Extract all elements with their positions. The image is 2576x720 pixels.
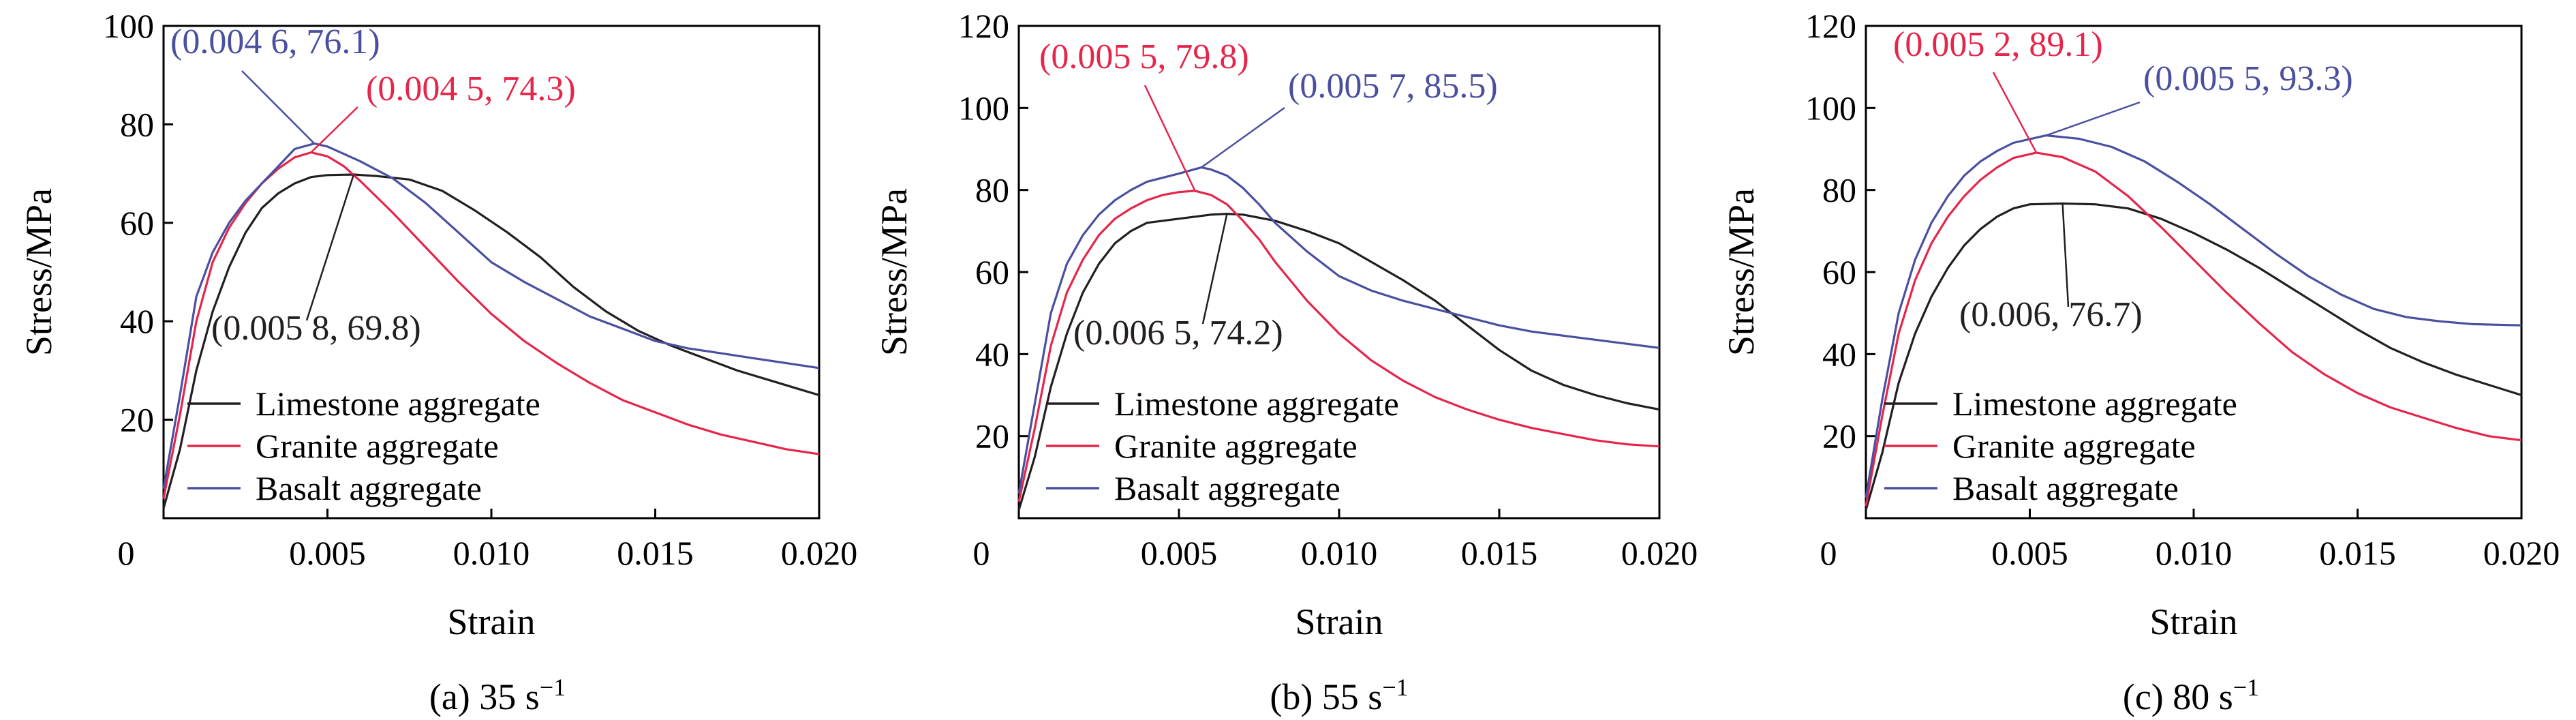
x-tick-label: 0.010 (2156, 534, 2233, 572)
annotation-leader (310, 106, 358, 153)
x-tick-label: 0.010 (453, 534, 530, 572)
x-tick-label: 0.005 (1991, 534, 2068, 572)
y-tick-label: 80 (120, 105, 154, 143)
annotation-leader (1201, 213, 1228, 325)
x-tick-label: 0.015 (2319, 534, 2396, 572)
series-line-limestone (162, 173, 820, 509)
y-tick-label: 20 (1822, 417, 1856, 455)
y-tick-label: 40 (1822, 335, 1856, 373)
annotation-leader (2046, 101, 2141, 136)
caption-superscript: −1 (540, 674, 566, 701)
annotation-leader (2061, 203, 2070, 308)
series-line-granite (162, 151, 820, 499)
x-axis-label: Strain (448, 601, 536, 642)
y-tick-label: 20 (120, 401, 154, 439)
y-axis-label: Stress/MPa (1721, 188, 1762, 356)
legend-label: Limestone aggregate (256, 385, 540, 423)
y-tick-label: 100 (1805, 89, 1856, 127)
annotation-leader (1144, 85, 1196, 192)
legend-label: Basalt aggregate (1952, 469, 2179, 507)
annotation-leader (305, 174, 355, 321)
legend-label: Granite aggregate (256, 427, 499, 465)
legend-label: Basalt aggregate (256, 469, 482, 507)
x-tick-label: 0.015 (1461, 534, 1538, 572)
annotation-leader (1992, 72, 2038, 153)
series-line-limestone (1865, 202, 2522, 511)
annotation-label: (0.005 2, 89.1) (1893, 25, 2103, 64)
annotation-label: (0.004 5, 74.3) (366, 70, 576, 108)
y-tick-label: 60 (120, 204, 154, 242)
x-tick-label: 0.015 (617, 534, 694, 572)
chart-panel-2: 20 40 60 80 100 120 0 0.005 0.010 0.015 0.020 Strai… (874, 7, 1698, 717)
annotation-label: (0.005 8, 69.8) (211, 309, 421, 348)
y-tick-label: 120 (958, 7, 1009, 45)
annotation-leader (241, 70, 316, 145)
annotation-label: (0.005 7, 85.5) (1288, 67, 1498, 106)
annotation-label: (0.006, 76.7) (1959, 295, 2143, 334)
panel-caption: (a) 35 s−1 (429, 674, 566, 717)
y-tick-label: 120 (1805, 7, 1856, 45)
series-line-granite (1865, 151, 2522, 507)
legend-label: Limestone aggregate (1952, 385, 2237, 423)
series-line-granite (1017, 190, 1660, 502)
chart-panel-3: 20 40 60 80 100 120 0 0.005 0.010 0.015 0.020 Strai… (1721, 7, 2560, 717)
chart-panel-1: 20 40 60 80 100 0 0.005 0.010 0.015 0.020 Strain St… (18, 7, 857, 717)
caption-superscript: −1 (1382, 674, 1408, 701)
x-tick-label: 0 (973, 534, 990, 572)
y-tick-label: 60 (975, 253, 1009, 291)
series-line-basalt (162, 142, 820, 489)
y-tick-label: 20 (975, 417, 1009, 455)
series-line-basalt (1017, 166, 1660, 494)
annotation-leader (1201, 106, 1285, 168)
annotation-label: (0.005 5, 79.8) (1039, 38, 1249, 76)
legend-label: Granite aggregate (1952, 427, 2196, 465)
series-line-basalt (1865, 134, 2522, 498)
panel-caption: (c) 80 s−1 (2123, 674, 2259, 717)
x-axis-label: Strain (2150, 601, 2238, 642)
annotation-label: (0.005 5, 93.3) (2143, 59, 2353, 98)
x-axis-label: Strain (1295, 601, 1383, 642)
y-tick-label: 40 (120, 302, 154, 340)
y-tick-label: 40 (975, 335, 1009, 373)
legend-label: Limestone aggregate (1114, 385, 1399, 423)
annotation-label: (0.006 5, 74.2) (1073, 314, 1283, 352)
y-tick-label: 100 (958, 89, 1009, 127)
y-axis-label: Stress/MPa (18, 188, 59, 356)
y-tick-label: 100 (103, 7, 154, 45)
series-line-limestone (1017, 213, 1660, 511)
legend-label: Granite aggregate (1114, 427, 1358, 465)
annotation-label: (0.004 6, 76.1) (170, 22, 380, 61)
y-tick-label: 60 (1822, 253, 1856, 291)
panel-caption: (b) 55 s−1 (1270, 674, 1408, 717)
caption-superscript: −1 (2233, 674, 2259, 701)
y-axis-label: Stress/MPa (874, 188, 915, 356)
y-tick-label: 80 (975, 171, 1009, 209)
x-tick-label: 0.005 (289, 534, 366, 572)
x-tick-label: 0.020 (2483, 534, 2560, 572)
x-tick-label: 0 (118, 534, 135, 572)
x-tick-label: 0.010 (1301, 534, 1378, 572)
x-tick-label: 0.005 (1141, 534, 1218, 572)
y-tick-label: 80 (1822, 171, 1856, 209)
x-tick-label: 0.020 (781, 534, 858, 572)
legend-label: Basalt aggregate (1114, 469, 1340, 507)
x-tick-label: 0 (1820, 534, 1837, 572)
x-tick-label: 0.020 (1621, 534, 1698, 572)
